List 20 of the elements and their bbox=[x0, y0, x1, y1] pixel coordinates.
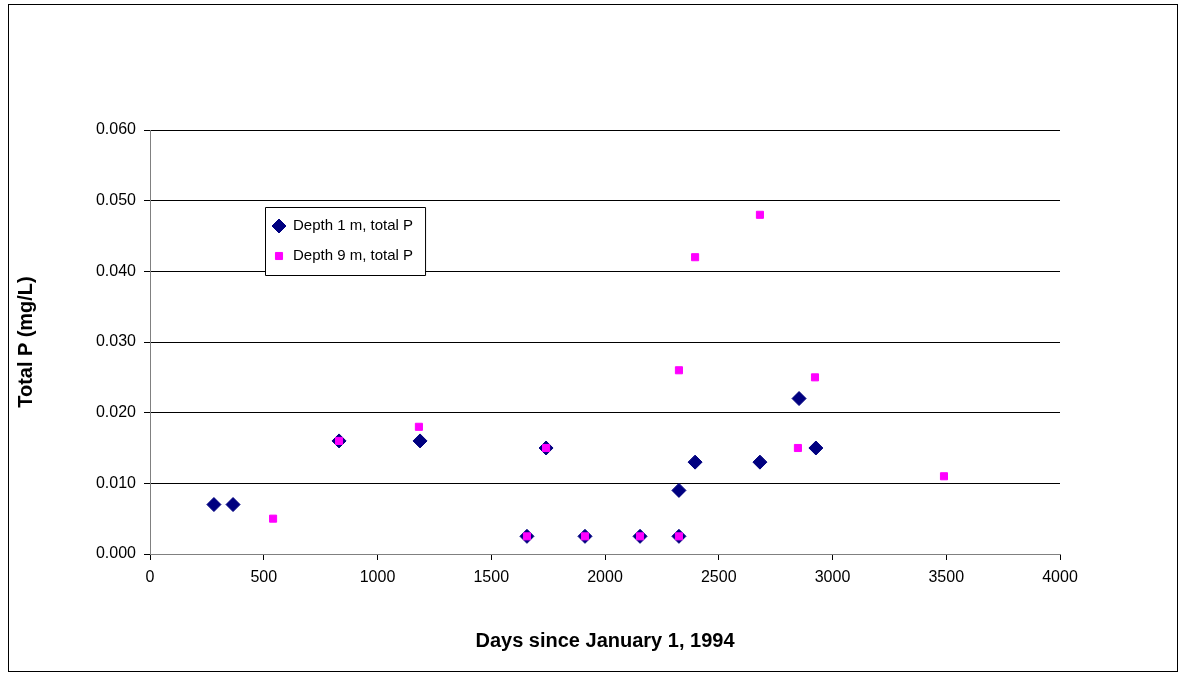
x-tick-label: 500 bbox=[250, 568, 278, 586]
y-axis-title: Total P (mg/L) bbox=[13, 276, 36, 408]
x-tick-label: 2500 bbox=[700, 568, 737, 586]
y-tick-label: 0.010 bbox=[95, 473, 137, 491]
y-tick-label: 0.050 bbox=[95, 191, 137, 209]
x-tick-label: 1500 bbox=[473, 568, 510, 586]
x-tick-label: 0 bbox=[145, 568, 155, 586]
x-tick-label: 3500 bbox=[928, 568, 965, 586]
y-tick-label: 0.030 bbox=[95, 332, 137, 350]
x-tick-label: 3000 bbox=[814, 568, 851, 586]
x-tick-label: 2000 bbox=[587, 568, 623, 586]
x-axis-title: Days since January 1, 1994 bbox=[475, 628, 736, 651]
legend-label: Depth 9 m, total P bbox=[293, 246, 414, 264]
y-tick-label: 0.040 bbox=[95, 261, 137, 279]
y-tick-label: 0.020 bbox=[95, 403, 137, 421]
y-tick-label: 0.000 bbox=[95, 544, 137, 562]
x-tick-label: 4000 bbox=[1042, 568, 1078, 586]
legend-label: Depth 1 m, total P bbox=[293, 216, 414, 234]
x-tick-label: 1000 bbox=[359, 568, 396, 586]
y-tick-label: 0.060 bbox=[95, 120, 137, 138]
